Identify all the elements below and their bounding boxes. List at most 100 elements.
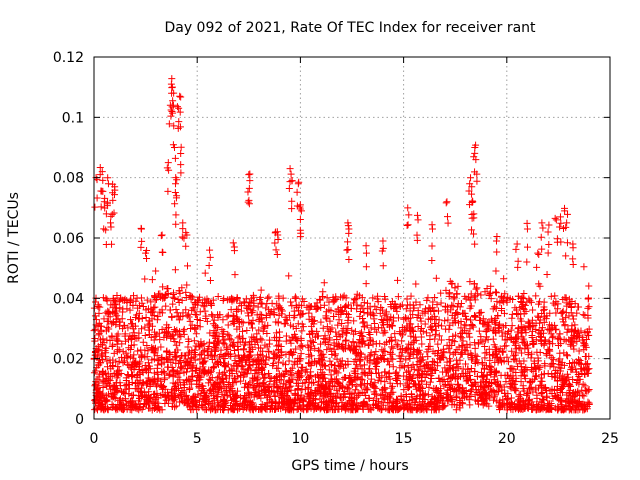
data-point (168, 84, 176, 92)
data-point (344, 400, 352, 408)
data-point (230, 247, 238, 255)
data-point (91, 203, 99, 211)
data-point (108, 343, 116, 351)
data-point (371, 302, 379, 310)
data-point (524, 318, 532, 326)
data-point (145, 388, 153, 396)
data-point (171, 200, 179, 208)
data-point (562, 252, 570, 260)
data-point (93, 194, 101, 202)
data-point (360, 389, 368, 397)
data-point (269, 362, 277, 370)
data-point (405, 211, 413, 219)
data-point (471, 240, 479, 248)
data-point (551, 214, 559, 222)
data-point (255, 392, 263, 400)
data-point (177, 161, 185, 169)
data-point (172, 220, 180, 228)
data-point (545, 221, 553, 229)
data-point (564, 396, 572, 404)
data-point (380, 355, 388, 363)
y-tick-label: 0.06 (53, 231, 84, 247)
data-point (442, 199, 450, 207)
data-point (157, 343, 165, 351)
data-point (357, 302, 365, 310)
data-point (473, 177, 481, 185)
data-point (557, 238, 565, 246)
data-point (179, 225, 187, 233)
data-point (297, 342, 305, 350)
data-point (379, 237, 387, 245)
data-point (523, 219, 531, 227)
data-point (444, 377, 452, 385)
data-point (504, 390, 512, 398)
data-point (462, 347, 470, 355)
data-points (90, 75, 593, 414)
data-point (581, 382, 589, 390)
data-point (327, 402, 335, 410)
data-point (180, 383, 188, 391)
data-point (185, 385, 193, 393)
data-point (537, 233, 545, 241)
data-point (375, 369, 383, 377)
data-point (473, 284, 481, 292)
data-point (432, 327, 440, 335)
data-point (356, 380, 364, 388)
data-point (353, 301, 361, 309)
data-point (448, 301, 456, 309)
data-point (362, 242, 370, 250)
data-point (344, 238, 352, 246)
data-point (569, 255, 577, 263)
data-point (254, 380, 262, 388)
data-point (343, 310, 351, 318)
data-point (369, 294, 377, 302)
data-point (175, 298, 183, 306)
data-point (184, 343, 192, 351)
data-point (171, 154, 179, 162)
data-point (515, 391, 523, 399)
data-point (431, 293, 439, 301)
data-point (272, 329, 280, 337)
data-point (152, 267, 160, 275)
data-point (423, 371, 431, 379)
data-point (179, 327, 187, 335)
data-point (297, 207, 305, 215)
data-point (583, 335, 591, 343)
data-point (407, 314, 415, 322)
data-point (274, 358, 282, 366)
data-point (442, 286, 450, 294)
data-point (434, 359, 442, 367)
data-point (199, 359, 207, 367)
data-point (467, 174, 475, 182)
data-point (500, 309, 508, 317)
data-point (320, 279, 328, 287)
data-point (338, 319, 346, 327)
data-point (346, 372, 354, 380)
data-point (434, 340, 442, 348)
data-point (482, 362, 490, 370)
data-point (556, 213, 564, 221)
data-point (285, 357, 293, 365)
data-point (341, 405, 349, 413)
data-point (471, 344, 479, 352)
data-point (493, 298, 501, 306)
data-point (453, 346, 461, 354)
data-point (239, 327, 247, 335)
data-point (165, 120, 173, 128)
data-point (529, 306, 537, 314)
data-point (552, 216, 560, 224)
data-point (168, 386, 176, 394)
data-point (507, 384, 515, 392)
data-point (365, 395, 373, 403)
data-point (306, 394, 314, 402)
data-point (171, 294, 179, 302)
data-point (338, 331, 346, 339)
data-point (487, 295, 495, 303)
data-point (231, 394, 239, 402)
data-point (575, 380, 583, 388)
data-point (402, 305, 410, 313)
data-point (543, 270, 551, 278)
data-point (452, 393, 460, 401)
data-point (408, 324, 416, 332)
data-point (498, 347, 506, 355)
